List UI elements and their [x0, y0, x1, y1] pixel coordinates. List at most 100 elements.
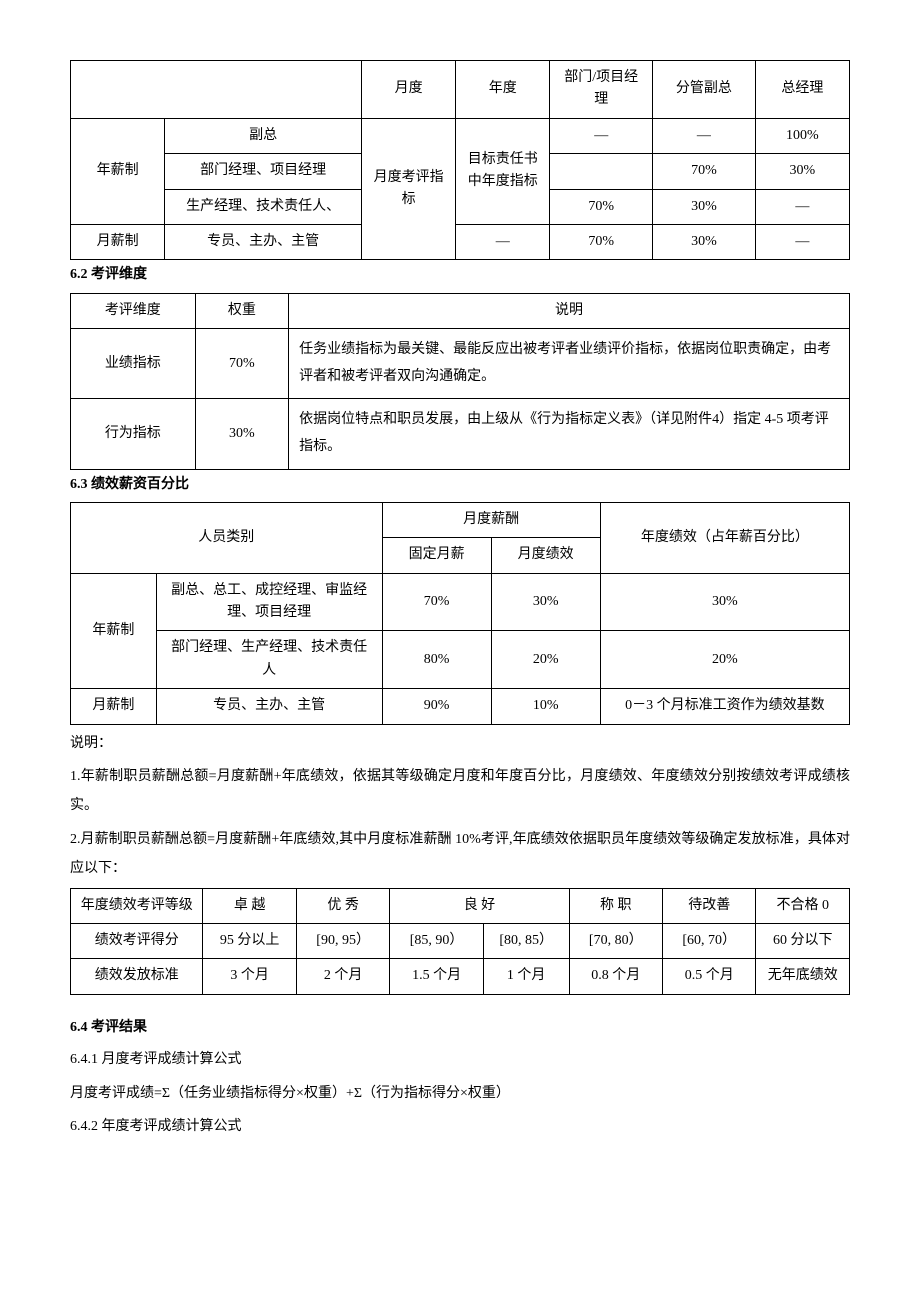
- cell-annual-system: 年薪制: [71, 118, 165, 224]
- note-2: 2.月薪制职员薪酬总额=月度薪酬+年底绩效,其中月度标准薪酬 10%考评,年底绩…: [70, 825, 850, 884]
- header-monthly-pay: 月度薪酬: [382, 502, 600, 537]
- cell-mperf: 10%: [491, 689, 600, 724]
- table-pay-percent: 人员类别 月度薪酬 年度绩效（占年薪百分比） 固定月薪 月度绩效 年薪制 副总、…: [70, 502, 850, 725]
- cell-gm: —: [755, 189, 849, 224]
- cell-score: 95 分以上: [203, 923, 296, 958]
- header-dept: 部门/项目经理: [550, 61, 653, 119]
- cell-payout: 0.8 个月: [569, 959, 662, 994]
- cell-role: 副总: [165, 118, 362, 153]
- cell-role: 专员、主办、主管: [165, 224, 362, 259]
- cell-payout: 0.5 个月: [662, 959, 755, 994]
- cell-desc: 任务业绩指标为最关键、最能反应出被考评者业绩评价指标，依据岗位职责确定，由考评者…: [289, 329, 850, 399]
- cell-role: 专员、主办、主管: [156, 689, 382, 724]
- cell-desc: 依据岗位特点和职员发展，由上级从《行为指标定义表》（详见附件4）指定 4-5 项…: [289, 399, 850, 469]
- heading-6-4-1: 6.4.1 月度考评成绩计算公式: [70, 1045, 850, 1074]
- cell-payout: 无年底绩效: [756, 959, 850, 994]
- note-1: 1.年薪制职员薪酬总额=月度薪酬+年底绩效，依据其等级确定月度和年度百分比，月度…: [70, 762, 850, 821]
- table-row: 考评维度 权重 说明: [71, 293, 850, 328]
- cell-aperf: 30%: [600, 573, 849, 631]
- cell-payout: 1.5 个月: [390, 959, 483, 994]
- cell-score: 60 分以下: [756, 923, 850, 958]
- cell-level: 不合格 0: [756, 888, 850, 923]
- cell-role: 副总、总工、成控经理、审监经理、项目经理: [156, 573, 382, 631]
- header-annual-perf: 年度绩效（占年薪百分比）: [600, 502, 849, 573]
- cell-level: 卓 越: [203, 888, 296, 923]
- table-row: 月度 年度 部门/项目经理 分管副总 总经理: [71, 61, 850, 119]
- table-dimensions: 考评维度 权重 说明 业绩指标 70% 任务业绩指标为最关键、最能反应出被考评者…: [70, 293, 850, 470]
- header-score: 绩效考评得分: [71, 923, 203, 958]
- cell-role: 部门经理、项目经理: [165, 154, 362, 189]
- cell-monthly-system: 月薪制: [71, 224, 165, 259]
- cell-weight: 30%: [195, 399, 288, 469]
- header-personnel: 人员类别: [71, 502, 383, 573]
- cell-fixed: 70%: [382, 573, 491, 631]
- table-row: 绩效发放标准 3 个月 2 个月 1.5 个月 1 个月 0.8 个月 0.5 …: [71, 959, 850, 994]
- header-gm: 总经理: [755, 61, 849, 119]
- table-row: 年薪制 副总 月度考评指标 目标责任书中年度指标 — — 100%: [71, 118, 850, 153]
- table-row: 年度绩效考评等级 卓 越 优 秀 良 好 称 职 待改善 不合格 0: [71, 888, 850, 923]
- cell-vp: —: [653, 118, 756, 153]
- table-row: 行为指标 30% 依据岗位特点和职员发展，由上级从《行为指标定义表》（详见附件4…: [71, 399, 850, 469]
- cell-aperf: 20%: [600, 631, 849, 689]
- cell-level: 称 职: [569, 888, 662, 923]
- cell-vp: 30%: [653, 189, 756, 224]
- cell-dept: 70%: [550, 189, 653, 224]
- table-row: 人员类别 月度薪酬 年度绩效（占年薪百分比）: [71, 502, 850, 537]
- cell-monthly-system: 月薪制: [71, 689, 157, 724]
- cell-dim: 行为指标: [71, 399, 196, 469]
- cell-level: 优 秀: [296, 888, 389, 923]
- table-eval-weights: 月度 年度 部门/项目经理 分管副总 总经理 年薪制 副总 月度考评指标 目标责…: [70, 60, 850, 260]
- cell-aperf: 0－3 个月标准工资作为绩效基数: [600, 689, 849, 724]
- cell-score: [60, 70）: [662, 923, 755, 958]
- cell-gm: 100%: [755, 118, 849, 153]
- cell-annual-system: 年薪制: [71, 573, 157, 689]
- header-weight: 权重: [195, 293, 288, 328]
- cell-score: [80, 85）: [483, 923, 569, 958]
- cell-dept: [550, 154, 653, 189]
- cell-gm: 30%: [755, 154, 849, 189]
- header-annual: 年度: [456, 61, 550, 119]
- table-row: 业绩指标 70% 任务业绩指标为最关键、最能反应出被考评者业绩评价指标，依据岗位…: [71, 329, 850, 399]
- formula-monthly: 月度考评成绩=Σ（任务业绩指标得分×权重）+Σ（行为指标得分×权重）: [70, 1079, 850, 1108]
- cell-mperf: 20%: [491, 631, 600, 689]
- heading-6-2: 6.2 考评维度: [70, 264, 850, 286]
- cell-role: 部门经理、生产经理、技术责任人: [156, 631, 382, 689]
- header-dim: 考评维度: [71, 293, 196, 328]
- notes-intro: 说明：: [70, 729, 850, 758]
- cell-vp: 30%: [653, 224, 756, 259]
- cell-dept: 70%: [550, 224, 653, 259]
- cell-dim: 业绩指标: [71, 329, 196, 399]
- cell-level: 良 好: [390, 888, 569, 923]
- heading-6-3: 6.3 绩效薪资百分比: [70, 474, 850, 496]
- cell-level: 待改善: [662, 888, 755, 923]
- heading-6-4-2: 6.4.2 年度考评成绩计算公式: [70, 1112, 850, 1141]
- table-row: 绩效考评得分 95 分以上 [90, 95） [85, 90） [80, 85）…: [71, 923, 850, 958]
- header-payout: 绩效发放标准: [71, 959, 203, 994]
- table-row: 部门经理、生产经理、技术责任人 80% 20% 20%: [71, 631, 850, 689]
- cell-fixed: 90%: [382, 689, 491, 724]
- header-fixed: 固定月薪: [382, 538, 491, 573]
- cell-monthly-indicator: 月度考评指标: [362, 118, 456, 260]
- cell-gm: —: [755, 224, 849, 259]
- header-blank: [71, 61, 362, 119]
- cell-dept: —: [550, 118, 653, 153]
- cell-annual-indicator: 目标责任书中年度指标: [456, 118, 550, 224]
- header-monthly-perf: 月度绩效: [491, 538, 600, 573]
- cell-payout: 1 个月: [483, 959, 569, 994]
- table-row: 月薪制 专员、主办、主管 90% 10% 0－3 个月标准工资作为绩效基数: [71, 689, 850, 724]
- header-monthly: 月度: [362, 61, 456, 119]
- cell-score: [85, 90）: [390, 923, 483, 958]
- cell-fixed: 80%: [382, 631, 491, 689]
- cell-payout: 2 个月: [296, 959, 389, 994]
- header-vp: 分管副总: [653, 61, 756, 119]
- cell-annual: —: [456, 224, 550, 259]
- cell-weight: 70%: [195, 329, 288, 399]
- cell-score: [70, 80）: [569, 923, 662, 958]
- heading-6-4: 6.4 考评结果: [70, 1017, 850, 1039]
- cell-role: 生产经理、技术责任人、: [165, 189, 362, 224]
- cell-mperf: 30%: [491, 573, 600, 631]
- header-desc: 说明: [289, 293, 850, 328]
- cell-payout: 3 个月: [203, 959, 296, 994]
- cell-score: [90, 95）: [296, 923, 389, 958]
- table-row: 年薪制 副总、总工、成控经理、审监经理、项目经理 70% 30% 30%: [71, 573, 850, 631]
